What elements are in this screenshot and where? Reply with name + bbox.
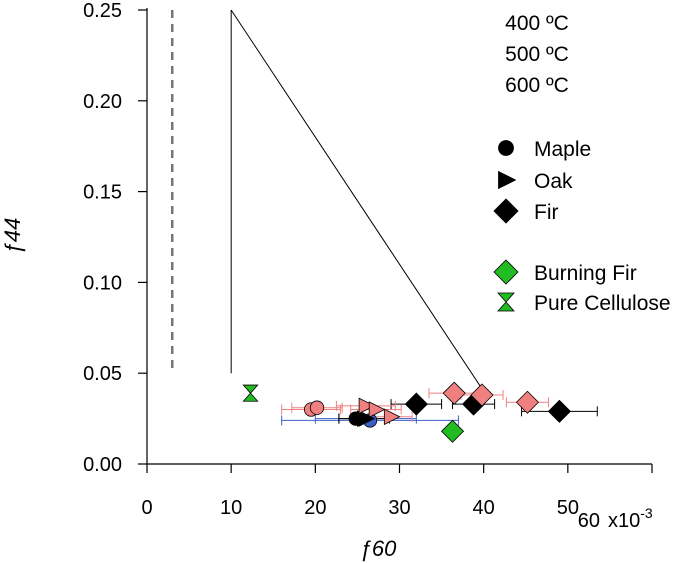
x-tick-label: 60 (578, 510, 600, 532)
error-bars (281, 388, 598, 426)
data-point-diamond (440, 419, 465, 443)
y-tick-label: 0.00 (83, 454, 122, 476)
legend-diamond-icon (493, 259, 519, 285)
legend-temperature-label: 500 ºC (505, 43, 569, 66)
data-markers (242, 381, 571, 443)
y-tick-label: 0.05 (83, 363, 122, 385)
legend-label: Pure Cellulose (534, 292, 671, 315)
data-point-triangle (358, 397, 376, 415)
data-point-triangle (356, 410, 374, 427)
x-axis-title: ƒ60 (360, 536, 397, 561)
x-tick-label: 40 (473, 497, 495, 519)
legend-label: Oak (534, 170, 573, 193)
x-tick-label: 20 (304, 497, 326, 519)
y-axis-title: ƒ44 (0, 218, 25, 255)
data-point-triangle (368, 401, 386, 418)
y-tick-label: 0.10 (83, 272, 122, 294)
x-tick-label: 30 (388, 497, 410, 519)
data-point-diamond (547, 399, 571, 423)
x-tick-label: 50 (557, 497, 579, 519)
x-tick-label: 10 (220, 497, 242, 519)
data-point-diamond (404, 392, 428, 416)
data-point-triangle (383, 408, 401, 426)
legend-label: Burning Fir (534, 262, 637, 285)
legend-label: Maple (534, 138, 591, 161)
data-point-hourglass (242, 384, 259, 402)
y-ticks: 0.00 0.05 0.10 0.15 0.20 0.25 (83, 0, 147, 476)
x-multiplier-label: x10-3 (608, 505, 653, 532)
legend: 400 ºC 500 ºC 600 ºC Maple Oak Fir Burning Fi… (493, 12, 671, 315)
reference-lines (171, 9, 485, 392)
triangle-diagonal-edge (230, 9, 485, 392)
legend-hourglass-icon (497, 292, 515, 312)
legend-temperature-label: 400 ºC (505, 12, 569, 35)
axes (146, 8, 652, 465)
y-tick-label: 0.15 (83, 182, 122, 204)
y-tick-label: 0.20 (83, 91, 122, 113)
legend-temperature-label: 600 ºC (505, 74, 569, 97)
data-point-diamond (442, 381, 466, 405)
x-tick-label: 0 (141, 497, 152, 519)
legend-label: Fir (534, 201, 559, 224)
data-point-circle (309, 400, 325, 415)
y-tick-label: 0.25 (83, 0, 122, 22)
legend-circle-icon (498, 140, 514, 156)
x-multiplier-exponent: -3 (640, 505, 653, 521)
data-point-diamond (470, 383, 494, 407)
legend-triangle-icon (498, 170, 517, 190)
legend-diamond-icon (493, 198, 519, 224)
data-point-diamond (515, 390, 539, 414)
